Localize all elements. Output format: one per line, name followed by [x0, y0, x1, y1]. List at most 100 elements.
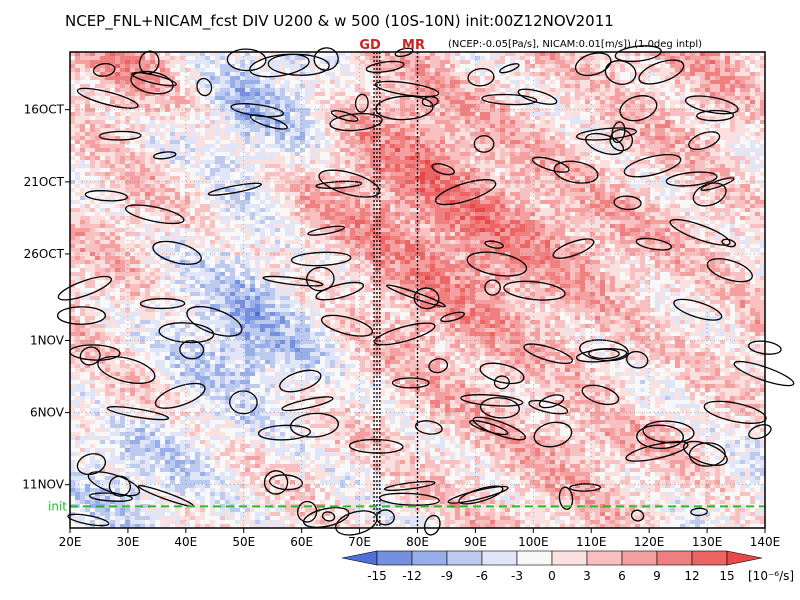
heatmap-cell	[480, 168, 486, 173]
heatmap-cell	[660, 52, 666, 57]
heatmap-cell	[130, 124, 136, 129]
heatmap-cell	[190, 184, 196, 189]
heatmap-cell	[405, 88, 411, 93]
heatmap-cell	[275, 192, 281, 197]
heatmap-cell	[240, 140, 246, 145]
heatmap-cell	[430, 136, 436, 141]
heatmap-cell	[415, 144, 421, 149]
heatmap-cell	[325, 132, 331, 137]
heatmap-cell	[510, 108, 516, 113]
heatmap-cell	[465, 148, 471, 153]
heatmap-cell	[535, 140, 541, 145]
heatmap-cell	[75, 184, 81, 189]
heatmap-cell	[575, 52, 581, 57]
heatmap-cell	[435, 128, 441, 133]
heatmap-cell	[140, 168, 146, 173]
heatmap-cell	[295, 160, 301, 165]
heatmap-cell	[620, 68, 626, 73]
heatmap-cell	[175, 80, 181, 85]
heatmap-cell	[195, 72, 201, 77]
heatmap-cell	[115, 124, 121, 129]
heatmap-cell	[335, 128, 341, 133]
heatmap-cell	[210, 152, 216, 157]
heatmap-cell	[565, 136, 571, 141]
heatmap-cell	[730, 72, 736, 77]
heatmap-cell	[190, 144, 196, 149]
heatmap-cell	[225, 168, 231, 173]
heatmap-cell	[200, 116, 206, 121]
heatmap-cell	[510, 140, 516, 145]
heatmap-cell	[225, 120, 231, 125]
heatmap-cell	[705, 76, 711, 81]
heatmap-cell	[400, 160, 406, 165]
heatmap-cell	[595, 104, 601, 109]
heatmap-cell	[210, 160, 216, 165]
heatmap-cell	[160, 124, 166, 129]
heatmap-cell	[270, 92, 276, 97]
heatmap-cell	[565, 132, 571, 137]
heatmap-cell	[230, 160, 236, 165]
heatmap-cell	[310, 176, 316, 181]
heatmap-cell	[150, 52, 156, 57]
heatmap-cell	[240, 124, 246, 129]
heatmap-cell	[100, 60, 106, 65]
heatmap-cell	[355, 120, 361, 125]
heatmap-cell	[110, 172, 116, 177]
heatmap-cell	[105, 176, 111, 181]
heatmap-cell	[150, 164, 156, 169]
heatmap-cell	[735, 72, 741, 77]
heatmap-cell	[95, 132, 101, 137]
heatmap-cell	[240, 188, 246, 193]
heatmap-cell	[295, 144, 301, 149]
heatmap-cell	[460, 168, 466, 173]
heatmap-cell	[150, 124, 156, 129]
heatmap-cell	[200, 84, 206, 89]
heatmap-cell	[290, 68, 296, 73]
heatmap-cell	[490, 52, 496, 57]
heatmap-cell	[645, 164, 651, 169]
heatmap-cell	[395, 160, 401, 165]
heatmap-cell	[440, 156, 446, 161]
heatmap-cell	[650, 128, 656, 133]
heatmap-cell	[460, 72, 466, 77]
heatmap-cell	[120, 168, 126, 173]
heatmap-cell	[240, 52, 246, 57]
heatmap-cell	[455, 140, 461, 145]
heatmap-cell	[705, 88, 711, 93]
heatmap-cell	[570, 112, 576, 117]
heatmap-cell	[375, 136, 381, 141]
heatmap-cell	[110, 152, 116, 157]
heatmap-cell	[215, 52, 221, 57]
heatmap-cell	[495, 60, 501, 65]
heatmap-cell	[750, 76, 756, 81]
heatmap-cell	[375, 108, 381, 113]
heatmap-cell	[380, 148, 386, 153]
heatmap-cell	[545, 152, 551, 157]
heatmap-cell	[685, 116, 691, 121]
heatmap-cell	[210, 92, 216, 97]
heatmap-cell	[655, 64, 661, 69]
heatmap-cell	[170, 176, 176, 181]
heatmap-cell	[130, 128, 136, 133]
heatmap-cell	[615, 52, 621, 57]
heatmap-cell	[100, 168, 106, 173]
heatmap-cell	[275, 88, 281, 93]
heatmap-cell	[490, 152, 496, 157]
heatmap-cell	[200, 112, 206, 117]
heatmap-cell	[360, 64, 366, 69]
heatmap-cell	[325, 124, 331, 129]
heatmap-cell	[475, 192, 481, 197]
heatmap-cell	[520, 156, 526, 161]
heatmap-cell	[385, 80, 391, 85]
heatmap-cell	[330, 124, 336, 129]
heatmap-cell	[645, 108, 651, 113]
heatmap-cell	[380, 140, 386, 145]
heatmap-cell	[330, 184, 336, 189]
heatmap-cell	[395, 56, 401, 61]
heatmap-cell	[670, 112, 676, 117]
heatmap-cell	[520, 172, 526, 177]
heatmap-cell	[120, 112, 126, 117]
heatmap-cell	[665, 156, 671, 161]
heatmap-cell	[435, 168, 441, 173]
heatmap-cell	[335, 80, 341, 85]
